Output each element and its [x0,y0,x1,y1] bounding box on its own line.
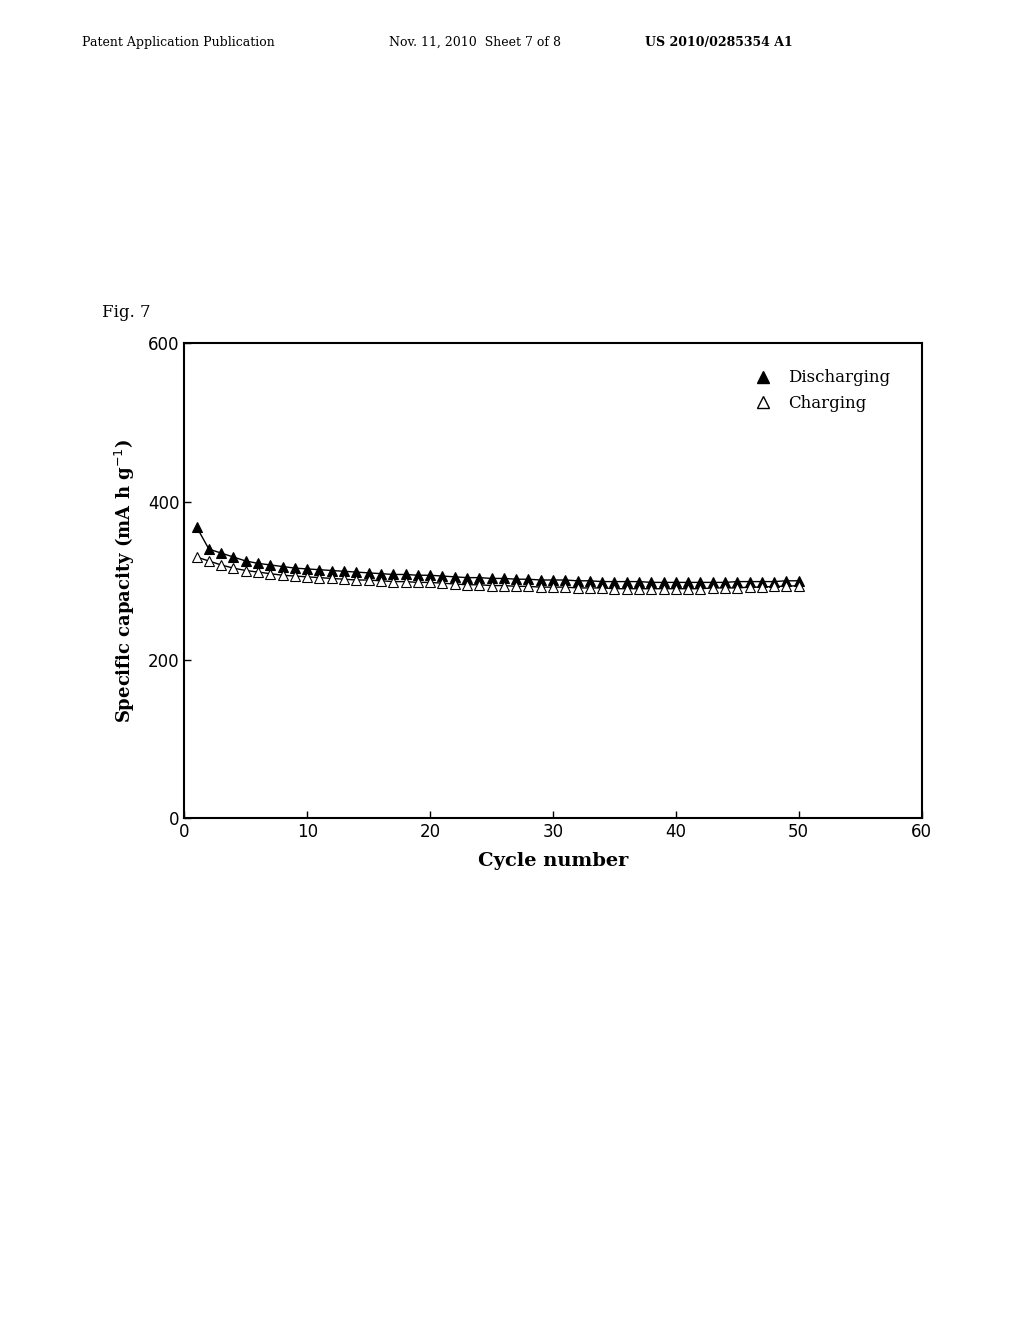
Text: US 2010/0285354 A1: US 2010/0285354 A1 [645,36,793,49]
Legend: Discharging, Charging: Discharging, Charging [738,362,898,420]
Text: Fig. 7: Fig. 7 [102,304,151,321]
X-axis label: Cycle number: Cycle number [478,853,628,870]
Text: Patent Application Publication: Patent Application Publication [82,36,274,49]
Y-axis label: Specific capacity (mA h g$^{-1}$): Specific capacity (mA h g$^{-1}$) [113,438,137,723]
Text: Nov. 11, 2010  Sheet 7 of 8: Nov. 11, 2010 Sheet 7 of 8 [389,36,561,49]
